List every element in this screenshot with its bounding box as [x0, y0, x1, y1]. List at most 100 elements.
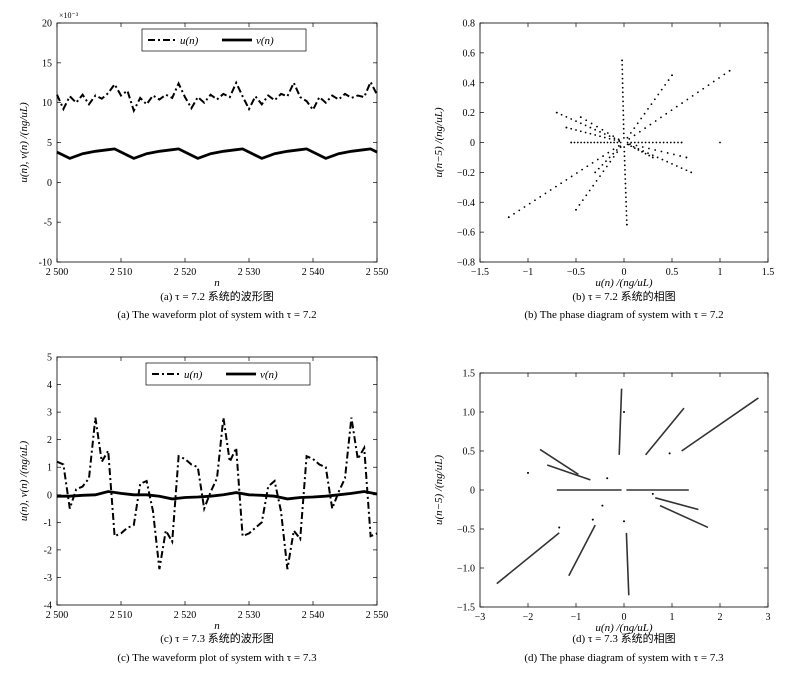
scatter-point: [575, 208, 577, 211]
caption-cn: (b) τ = 7.2 系统的相图: [572, 289, 675, 303]
scatter-point: [596, 141, 599, 144]
scatter-point: [667, 79, 670, 81]
scatter-point: [622, 123, 625, 126]
scatter-point: [565, 115, 568, 118]
scatter-point: [555, 185, 557, 188]
scatter-point: [625, 200, 627, 203]
scatter-point: [641, 141, 643, 144]
scatter-point: [613, 141, 615, 144]
x-tick-label: 2 520: [174, 610, 197, 621]
scatter-point: [609, 160, 612, 163]
y-tick-label: −0.4: [457, 198, 475, 209]
x-tick-label: 2 540: [302, 610, 325, 621]
phase-segment: [644, 407, 685, 456]
scatter-point: [565, 178, 568, 181]
caption-en: (a) The waveform plot of system with τ =…: [117, 309, 316, 321]
series-line-v: [57, 490, 378, 501]
scatter-point: [570, 127, 573, 130]
scatter-point: [622, 105, 625, 107]
scatter-point: [591, 161, 594, 164]
scatter-point: [622, 95, 624, 98]
scatter-point: [586, 141, 589, 144]
scatter-point: [632, 145, 635, 148]
x-tick-label: 2 550: [366, 610, 389, 621]
y-tick-label: 0.4: [463, 78, 476, 89]
scatter-point: [641, 150, 643, 153]
scatter-point: [666, 160, 669, 163]
y-tick-label: -3: [44, 573, 52, 584]
scatter-point: [659, 141, 661, 144]
chart-c: 2 500 2 510 2 520 2 530 2 540 2 550 -4 -3 -2 -1 0 1…: [18, 353, 388, 665]
scatter-point: [669, 141, 672, 144]
scatter-point: [657, 93, 660, 96]
scatter-point: [589, 126, 592, 129]
legend-label-v: v(n): [260, 369, 278, 381]
phase-segment: [681, 397, 759, 452]
scatter-point: [625, 223, 628, 226]
scatter-point: [570, 175, 573, 178]
series-line-u: [56, 79, 378, 114]
scatter-point: [624, 173, 627, 176]
scatter-point: [671, 74, 673, 77]
legend-label-u: u(n): [184, 369, 203, 381]
scatter-point: [623, 520, 625, 523]
scatter-point: [601, 128, 604, 131]
x-tick-label: −2: [523, 612, 534, 623]
legend-label-v: v(n): [256, 35, 274, 47]
plot-frame: [56, 22, 378, 263]
scatter-point: [528, 202, 531, 205]
legend: u(n) v(n): [141, 28, 307, 52]
y-tick-label: 3: [47, 408, 52, 419]
x-axis-label: n: [214, 620, 220, 632]
scatter-point: [560, 182, 563, 185]
legend: u(n) v(n): [145, 362, 311, 386]
scatter-point: [609, 141, 612, 144]
x-tick-label: 2 510: [110, 610, 133, 621]
scatter-point: [607, 151, 610, 154]
scatter-point: [653, 98, 656, 101]
y-tick-label: 1.0: [463, 408, 476, 419]
scatter-point: [621, 82, 624, 85]
scatter-point: [590, 122, 593, 125]
scatter-point: [599, 130, 601, 133]
scatter-point: [621, 86, 624, 89]
scatter-point: [585, 119, 588, 122]
x-tick-label: 2 500: [46, 610, 69, 621]
scatter-point: [623, 164, 626, 167]
scatter-point: [612, 156, 615, 158]
scatter-point: [621, 91, 624, 94]
scatter-point: [618, 140, 621, 143]
plot-frame: [479, 22, 769, 263]
scatter-point: [680, 141, 683, 144]
scatter-point: [673, 153, 675, 156]
scatter-point: [681, 102, 683, 104]
scatter-point: [579, 130, 582, 133]
caption-en: (d) The phase diagram of system with τ =…: [524, 652, 724, 664]
scatter-point: [579, 116, 582, 119]
scatter-point: [626, 141, 629, 144]
scatter-point: [719, 141, 721, 144]
scatter-point: [594, 171, 597, 174]
scatter-point: [690, 171, 693, 174]
x-tick-label: 2 530: [238, 610, 261, 621]
scatter-point: [633, 141, 636, 144]
scatter-point: [608, 135, 611, 137]
scatter-point: [606, 141, 609, 144]
scatter-point: [580, 141, 582, 144]
scatter-point: [656, 156, 659, 159]
y-tick-label: 20: [42, 19, 52, 30]
y-tick-label: 15: [42, 58, 52, 69]
x-tick-label: −3: [475, 612, 486, 623]
scatter-point: [641, 146, 644, 148]
scatter-point: [718, 77, 720, 79]
scatter-point: [637, 141, 640, 144]
y-tick-label: 0.5: [463, 447, 476, 458]
phase-segment: [654, 497, 699, 511]
phase-segment: [618, 388, 623, 455]
scatter-point: [608, 137, 611, 140]
y-tick-label: 0: [47, 490, 52, 501]
x-tick-label: −0.5: [567, 267, 585, 278]
y-tick-label: 5: [47, 138, 52, 149]
scatter-point: [603, 136, 606, 139]
